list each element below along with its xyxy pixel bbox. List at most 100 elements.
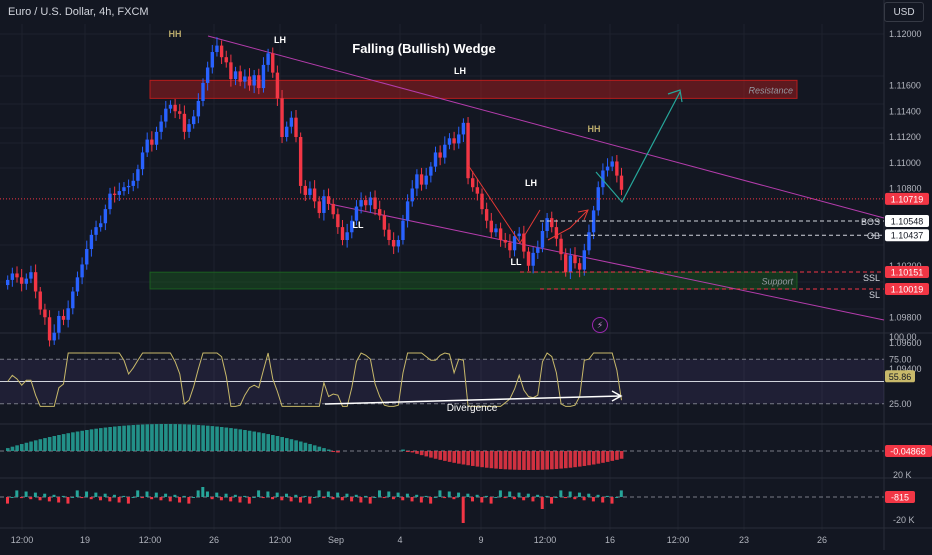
vol-bar [587,493,591,497]
vol-bar [559,490,563,497]
vol-bar [368,497,372,504]
candle [484,202,489,229]
vol-bar [173,494,177,497]
osc-bar [605,451,610,462]
candle [536,240,540,259]
candle [266,48,270,72]
vol-bar [247,497,251,504]
price-tag-label: 1.10548 [891,216,924,226]
candle [605,158,610,177]
osc-bar [289,439,294,451]
osc-bar [433,451,438,459]
currency-button[interactable]: USD [884,2,924,22]
vol-bar [364,495,368,497]
swing-label: LL [511,257,522,267]
lightning-icon[interactable]: ⚡ [592,317,608,333]
candle [494,223,498,237]
candle [503,232,507,248]
osc-bar [131,425,136,451]
candle [396,235,400,253]
candle [89,229,94,257]
vol-bar [257,490,261,497]
vol-bar [140,497,144,499]
candle [573,247,577,269]
osc-bar [159,424,164,451]
candle [424,167,428,190]
candle [6,275,10,290]
osc-bar [257,432,261,451]
vol-bar [424,495,428,497]
candle [136,164,140,189]
osc-bar [99,428,103,451]
candle [154,126,159,151]
rsi-tick-label: 100.00 [889,332,917,342]
candle [591,205,596,240]
osc-bar [508,451,512,470]
vol-bar [536,494,540,497]
candle [247,68,252,91]
candle [47,310,52,347]
candle [33,264,38,299]
vol-bar [457,492,461,497]
candle [615,155,619,183]
vol-bar [605,495,609,497]
osc-bar [140,424,145,451]
vol-bar [298,497,302,503]
candle [271,47,275,78]
vol-bar [405,493,409,497]
candle [52,324,56,345]
vol-bar [564,497,567,499]
candle [303,180,307,201]
zone-support [149,271,798,290]
vol-bar [359,497,363,503]
vol-bar [503,497,507,499]
osc-bar [192,424,196,451]
osc-bar [182,424,187,451]
vol-bar [387,491,391,497]
vol-bar [354,494,358,497]
osc-bar [489,451,494,469]
vol-bar [480,497,484,503]
osc-bar [410,451,415,453]
x-tick-label: 12:00 [667,535,690,545]
osc-bar [615,451,619,460]
vol-bar [15,490,19,497]
candle [359,192,363,214]
candle [187,118,191,138]
swing-label: HH [588,124,601,134]
vol-bar [285,493,288,497]
candle [15,266,19,283]
vol-bar [29,497,33,500]
vol-bar [433,497,437,498]
swing-label: LH [525,178,537,188]
symbol-title[interactable]: Euro / U.S. Dollar, 4h, FXCM [8,6,149,18]
candle [568,248,573,280]
vol-bar [215,492,219,497]
vol-bar [112,494,116,497]
osc-bar [252,431,257,451]
vol-bar [108,497,112,502]
vol-bar [336,492,340,497]
osc-bar [29,441,33,451]
vol-bar [89,497,93,500]
osc-bar [164,424,168,451]
osc-bar [587,451,591,466]
osc-bar [475,451,480,467]
candle [517,227,521,241]
y-tick-label: 1.09800 [889,312,922,322]
candle [373,190,377,216]
vol-bar [168,497,172,502]
candle [354,200,359,226]
candle [103,204,108,231]
osc-bar [457,451,461,464]
candle [94,220,98,241]
candle [298,132,303,194]
vol-bar [489,497,493,504]
candle [150,131,154,152]
candle [252,70,256,94]
vol-bar [94,492,98,497]
candle [410,180,414,207]
candle [182,105,187,140]
y-tick-label: 1.11000 [889,158,921,168]
